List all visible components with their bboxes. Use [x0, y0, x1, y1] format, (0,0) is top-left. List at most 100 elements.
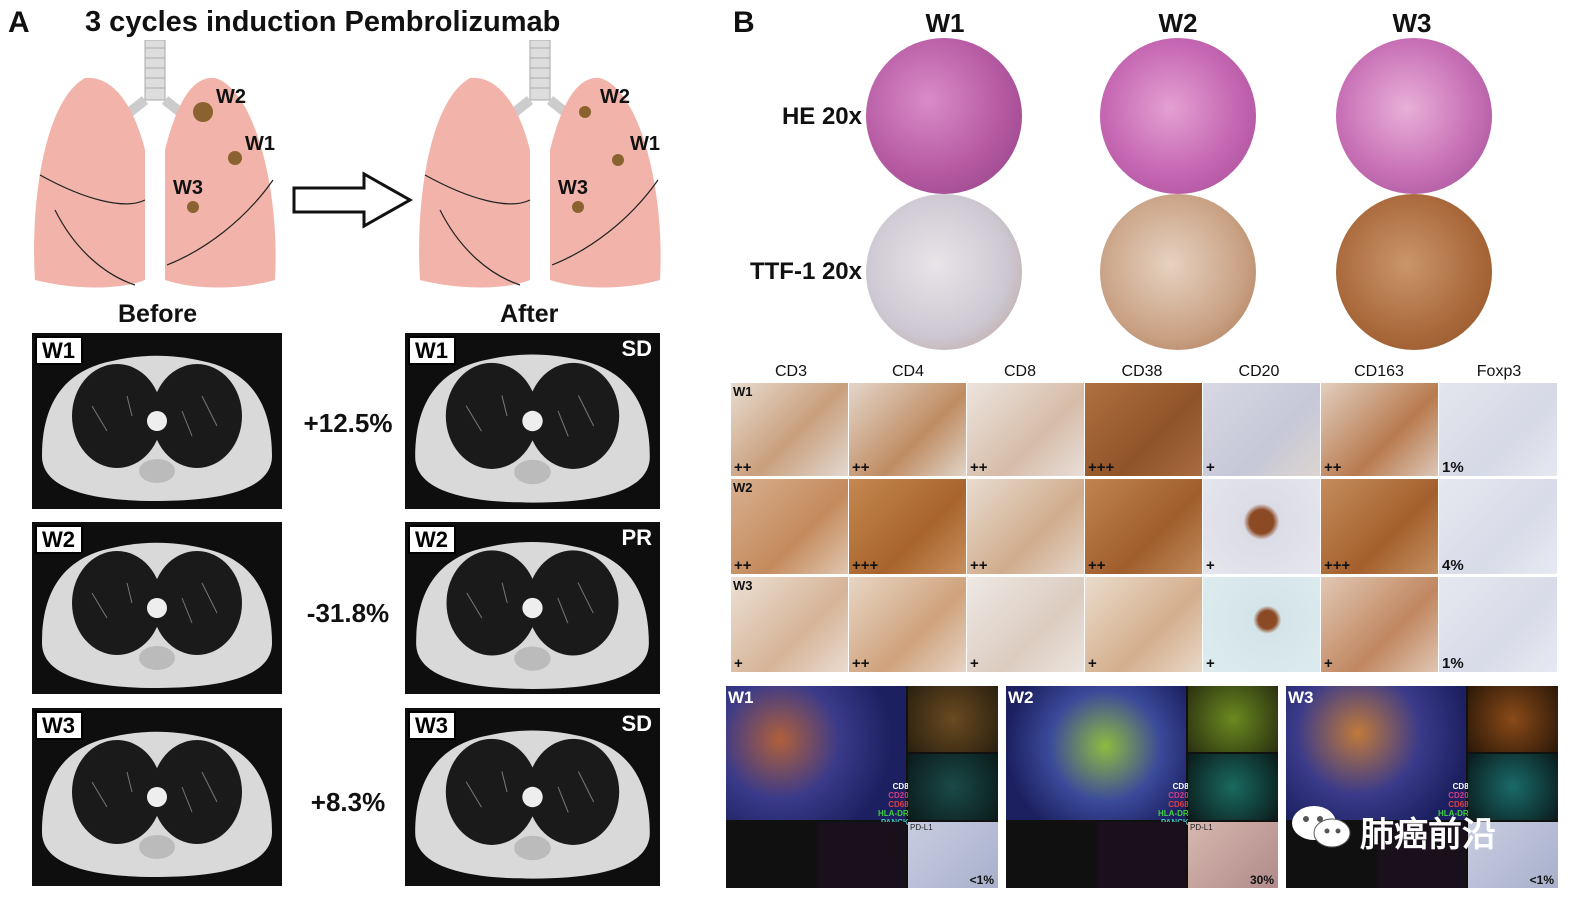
ct-tag: W1 — [35, 336, 83, 365]
ihc-score: ++ — [734, 557, 752, 574]
ihc-tile: +++ — [849, 479, 966, 574]
mif-channel-cyan — [1188, 754, 1278, 820]
ihc-tile: ++ — [1321, 383, 1438, 476]
ct-after-w2: W2 PR — [405, 522, 660, 694]
ihc-tile: ++ — [731, 383, 848, 476]
ihc-row-w3: + ++ + + + + 1% W3 — [731, 577, 1557, 672]
ihc-score: ++ — [970, 557, 988, 574]
arrow-right-icon — [292, 171, 414, 229]
ihc-tile: + — [1321, 577, 1438, 672]
mif-composite — [1286, 686, 1466, 820]
ihc-percent: 1% — [1442, 459, 1464, 476]
mif-channel-purple — [1098, 822, 1186, 888]
mif-channel-white — [726, 822, 816, 888]
response-label: SD — [621, 711, 652, 736]
after-label: After — [500, 300, 559, 328]
mif-pdl1-value: <1% — [969, 873, 994, 887]
ihc-row-tag: W2 — [733, 480, 753, 495]
mif-channel-red — [1468, 686, 1558, 752]
panel-a-title: 3 cycles induction Pembrolizumab — [85, 6, 561, 38]
ttf1-image-w3 — [1336, 194, 1492, 350]
ihc-score: + — [970, 655, 979, 672]
before-label: Before — [118, 300, 198, 328]
mif-channel-purple — [818, 822, 906, 888]
ihc-score: + — [734, 655, 743, 672]
ihc-row-tag: W3 — [733, 578, 753, 593]
tumor-label-w2-before: W2 — [216, 86, 246, 108]
ihc-row-w1: ++ ++ ++ +++ + ++ 1% W1 — [731, 383, 1557, 476]
ihc-tile: ++ — [849, 383, 966, 476]
ttf1-image-w1 — [866, 194, 1022, 350]
ct-tag: W3 — [408, 711, 456, 740]
mif-legend: CD8 CD20 CD68 HLA-DR PANCK — [1158, 782, 1189, 827]
ihc-score: ++ — [1088, 557, 1106, 574]
ihc-marker-foxp3: Foxp3 — [1476, 363, 1522, 380]
watermark-text: 肺癌前沿 — [1360, 816, 1496, 854]
ihc-marker-cd20: CD20 — [1238, 363, 1280, 380]
ihc-tile: ++ — [967, 383, 1084, 476]
mif-channel-white — [1006, 822, 1096, 888]
ihc-score: +++ — [1088, 459, 1115, 476]
lungs-before-illustration — [34, 40, 276, 288]
ihc-tile: + — [1203, 383, 1320, 476]
ihc-tile: +++ — [1321, 479, 1438, 574]
tumor-label-w3-after: W3 — [558, 177, 588, 199]
ihc-score: + — [1206, 655, 1215, 672]
ihc-marker-cd4: CD4 — [891, 363, 924, 380]
ihc-tile: 1% — [1439, 383, 1557, 476]
panel-a-label: A — [8, 6, 30, 39]
ihc-tile: 1% — [1439, 577, 1557, 672]
column-title-w3: W3 — [1392, 8, 1432, 38]
mif-channel-purple — [1378, 822, 1466, 888]
row-title-he: HE 20x — [781, 103, 862, 130]
change-w2: -31.8% — [306, 598, 390, 628]
ihc-marker-cd3: CD3 — [774, 363, 807, 380]
ct-before-w1: W1 — [32, 333, 282, 509]
ihc-score: + — [1206, 557, 1215, 574]
he-image-w1 — [866, 38, 1022, 194]
ihc-score: ++ — [970, 459, 988, 476]
mif-pdl1: <1% — [1468, 822, 1558, 888]
ihc-score: ++ — [852, 655, 870, 672]
ihc-row-tag: W1 — [733, 384, 753, 399]
ct-tag: W1 — [408, 336, 456, 365]
ct-after-w1: W1 SD — [405, 333, 660, 509]
mif-tag: W3 — [1288, 688, 1314, 707]
change-w3: +8.3% — [310, 787, 386, 817]
response-label: PR — [621, 525, 652, 550]
ihc-tile: + — [1203, 577, 1320, 672]
ihc-percent: 1% — [1442, 655, 1464, 672]
ihc-tile: + — [967, 577, 1084, 672]
ihc-tile: ++ — [967, 479, 1084, 574]
mif-channel-cyan — [1468, 754, 1558, 820]
ihc-score: + — [1324, 655, 1333, 672]
ihc-score: ++ — [734, 459, 752, 476]
ihc-marker-cd38: CD38 — [1121, 363, 1163, 380]
ihc-tile: ++ — [1085, 479, 1202, 574]
column-title-w1: W1 — [925, 8, 965, 38]
row-title-ttf1: TTF-1 20x — [749, 258, 862, 285]
ttf1-image-w2 — [1100, 194, 1256, 350]
ct-tag: W3 — [35, 711, 83, 740]
mif-block-w2: CD8 CD20 CD68 HLA-DR PANCK PD-L1 30% W2 — [1006, 686, 1278, 888]
ihc-tile: + — [1085, 577, 1202, 672]
mif-tag: W2 — [1008, 688, 1034, 707]
mif-legend: CD8 CD20 CD68 HLA-DR PANCK — [878, 782, 909, 827]
panel-b-label: B — [733, 6, 755, 39]
ihc-score: + — [1088, 655, 1097, 672]
ihc-marker-cd8: CD8 — [1003, 363, 1036, 380]
change-w1: +12.5% — [303, 408, 393, 438]
ihc-score: +++ — [852, 557, 879, 574]
ihc-row-w2: ++ +++ ++ ++ + +++ 4% W2 — [731, 479, 1557, 574]
mif-pdl1-value: 30% — [1249, 873, 1274, 887]
ihc-score: +++ — [1324, 557, 1351, 574]
ct-tag: W2 — [35, 525, 83, 554]
ct-before-w2: W2 — [32, 522, 282, 694]
ihc-score: ++ — [1324, 459, 1342, 476]
ihc-score: + — [1206, 459, 1215, 476]
ihc-tile: ++ — [849, 577, 966, 672]
ihc-tile: + — [1203, 479, 1320, 574]
ihc-tile: +++ — [1085, 383, 1202, 476]
mif-legend: CD8 CD20 CD68 HLA-DR — [1438, 782, 1469, 818]
mif-pdl1-value: <1% — [1529, 873, 1554, 887]
